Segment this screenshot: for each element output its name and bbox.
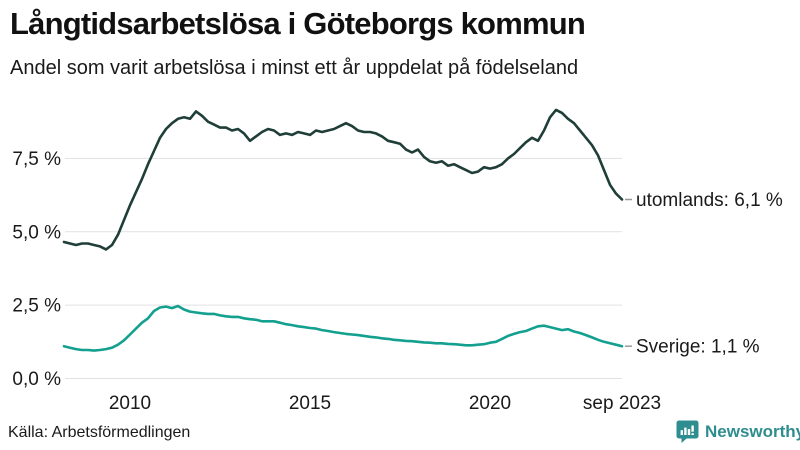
x-axis-tick-label: sep 2023	[583, 393, 661, 414]
newsworthy-logo-text: Newsworthy	[705, 421, 800, 441]
series-line-Sverige	[62, 304, 624, 352]
page-subtitle: Andel som varit arbetslösa i minst ett å…	[10, 57, 579, 79]
y-axis-tick-label: 2,5 %	[12, 296, 61, 317]
y-axis-tick-label: 0,0 %	[12, 369, 61, 390]
source-note: Källa: Arbetsförmedlingen	[8, 424, 191, 441]
y-axis-tick-label: 7,5 %	[12, 149, 61, 170]
newsworthy-logo-icon	[676, 420, 699, 443]
series-label-Sverige: Sverige: 1,1 %	[636, 337, 760, 358]
x-axis-tick-label: 2020	[469, 393, 511, 414]
x-axis-tick-label: 2010	[109, 393, 151, 414]
newsworthy-brand: Newsworthy	[676, 420, 800, 443]
page-title: Långtidsarbetslösa i Göteborgs kommun	[10, 6, 586, 41]
series-line-utomlands	[62, 108, 624, 251]
y-axis-tick-label: 5,0 %	[12, 222, 61, 243]
x-axis-tick-label: 2015	[289, 393, 331, 414]
series-label-utomlands: utomlands: 6,1 %	[636, 190, 783, 211]
